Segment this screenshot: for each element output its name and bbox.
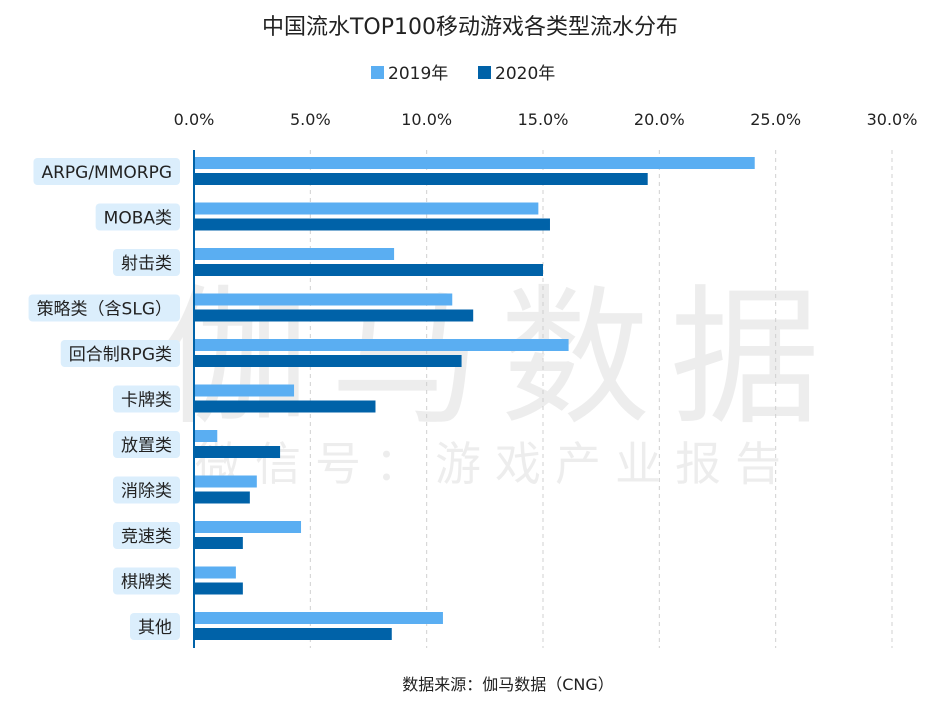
x-tick-label: 0.0% xyxy=(174,110,215,129)
bar-2020年-其他 xyxy=(195,628,392,640)
bar-2020年-放置类 xyxy=(195,446,281,458)
category-label-bg xyxy=(113,567,180,595)
category-label: 棋牌类 xyxy=(121,573,172,593)
bar-2020年-策略类（含SLG） xyxy=(195,309,474,322)
bar-2020年-消除类 xyxy=(195,491,250,504)
category-label: MOBA类 xyxy=(104,209,172,229)
category-label: 策略类（含SLG） xyxy=(37,300,172,320)
legend-label: 2020年 xyxy=(495,64,555,84)
bar-2019年-消除类 xyxy=(195,475,257,488)
category-label-bg xyxy=(60,340,180,367)
bar-2020年-竞速类 xyxy=(195,537,243,549)
bar-2020年-MOBA类 xyxy=(195,218,550,231)
category-label: ARPG/MMORPG xyxy=(41,163,172,183)
x-tick-label: 5.0% xyxy=(290,110,331,129)
category-label-bg xyxy=(113,522,180,549)
category-label-bg xyxy=(95,203,180,231)
legend-swatch xyxy=(478,66,491,79)
bar-2020年-射击类 xyxy=(195,264,543,276)
legend-swatch xyxy=(371,66,384,79)
category-label-bg xyxy=(130,613,180,640)
bar-2019年-卡牌类 xyxy=(195,384,295,397)
bar-2019年-棋牌类 xyxy=(195,566,236,579)
category-label: 放置类 xyxy=(121,436,172,456)
bar-2019年-竞速类 xyxy=(195,521,302,533)
source-note: 数据来源：伽马数据（CNG） xyxy=(402,675,614,694)
category-label-bg xyxy=(33,158,180,185)
chart-title: 中国流水TOP100移动游戏各类型流水分布 xyxy=(262,15,678,40)
category-label: 消除类 xyxy=(121,482,172,502)
bar-2020年-回合制RPG类 xyxy=(195,355,462,367)
bar-2019年-ARPG/MMORPG xyxy=(195,157,755,169)
bar-2019年-回合制RPG类 xyxy=(195,339,569,351)
bar-2019年-MOBA类 xyxy=(195,202,539,215)
category-label-bg xyxy=(28,294,180,322)
x-tick-label: 30.0% xyxy=(867,110,918,129)
legend-label: 2019年 xyxy=(388,64,448,84)
category-label: 卡牌类 xyxy=(121,391,172,411)
category-label-bg xyxy=(113,476,180,504)
bar-2019年-射击类 xyxy=(195,248,395,260)
category-label-bg xyxy=(113,249,180,276)
category-label: 竞速类 xyxy=(121,527,172,547)
category-label: 其他 xyxy=(138,618,172,638)
category-label: 射击类 xyxy=(121,254,172,274)
bar-2019年-策略类（含SLG） xyxy=(195,293,453,306)
category-label-bg xyxy=(113,431,180,458)
bar-2019年-其他 xyxy=(195,612,443,624)
category-label: 回合制RPG类 xyxy=(69,345,172,365)
x-tick-label: 20.0% xyxy=(634,110,685,129)
x-tick-label: 10.0% xyxy=(401,110,452,129)
x-tick-label: 15.0% xyxy=(518,110,569,129)
bar-2020年-棋牌类 xyxy=(195,582,243,595)
bar-2020年-卡牌类 xyxy=(195,400,376,413)
bar-2020年-ARPG/MMORPG xyxy=(195,173,648,185)
bar-2019年-放置类 xyxy=(195,430,218,442)
x-tick-label: 25.0% xyxy=(750,110,801,129)
category-label-bg xyxy=(113,385,180,413)
watermark-sub: 微信号：游戏产业报告 xyxy=(195,437,795,491)
